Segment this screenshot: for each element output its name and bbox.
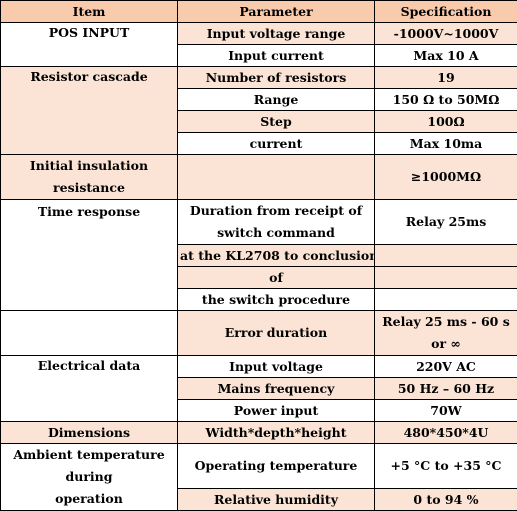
spec-current: Max 10ma <box>375 133 517 155</box>
spec-duration-empty-3 <box>375 289 517 311</box>
spec-input-voltage: 220V AC <box>375 356 517 378</box>
param-duration-line1: Duration from receipt of <box>180 200 372 222</box>
table-row: Ambient temperature during operation Ope… <box>1 444 517 489</box>
table-row: Resistor cascade Number of resistors 19 <box>1 67 517 89</box>
item-initial-insulation-line2: resistance <box>3 177 175 199</box>
param-relative-humidity: Relative humidity <box>178 489 375 511</box>
header-specification: Specification <box>375 1 517 23</box>
item-initial-insulation: Initial insulation resistance <box>1 155 178 200</box>
item-ambient-line1: Ambient temperature <box>3 444 175 466</box>
spec-initial-insulation: ≥1000MΩ <box>375 155 517 200</box>
param-duration-line2: switch command <box>180 222 372 244</box>
item-electrical-data: Electrical data <box>1 356 178 422</box>
spec-range: 150 Ω to 50MΩ <box>375 89 517 111</box>
spec-relative-humidity: 0 to 94 % <box>375 489 517 511</box>
param-mains-frequency: Mains frequency <box>178 378 375 400</box>
table-row: POS INPUT Input voltage range -1000V~100… <box>1 23 517 45</box>
param-number-of-resistors: Number of resistors <box>178 67 375 89</box>
item-dimensions: Dimensions <box>1 422 178 444</box>
item-pos-input: POS INPUT <box>1 23 178 67</box>
table-row: Dimensions Width*depth*height 480*450*4U <box>1 422 517 444</box>
header-parameter: Parameter <box>178 1 375 23</box>
spec-number-of-resistors: 19 <box>375 67 517 89</box>
spec-step: 100Ω <box>375 111 517 133</box>
param-duration-line4: of <box>178 267 375 289</box>
param-duration-line5: the switch procedure <box>178 289 375 311</box>
header-row: Item Parameter Specification <box>1 1 517 23</box>
param-dimensions: Width*depth*height <box>178 422 375 444</box>
param-current: current <box>178 133 375 155</box>
param-input-voltage: Input voltage <box>178 356 375 378</box>
spec-operating-temperature: +5 °C to +35 °C <box>375 444 517 489</box>
param-initial-insulation-empty <box>178 155 375 200</box>
item-ambient-line3: operation <box>3 488 175 510</box>
item-resistor-cascade: Resistor cascade <box>1 67 178 155</box>
param-range: Range <box>178 89 375 111</box>
param-duration-part1: Duration from receipt of switch command <box>178 200 375 245</box>
item-time-response: Time response <box>1 200 178 311</box>
spec-error-duration-line2: or ∞ <box>377 333 515 355</box>
spec-mains-frequency: 50 Hz – 60 Hz <box>375 378 517 400</box>
spec-duration-empty-1 <box>375 245 517 267</box>
item-initial-insulation-line1: Initial insulation <box>3 155 175 177</box>
spec-power-input: 70W <box>375 400 517 422</box>
item-ambient-temperature: Ambient temperature during operation <box>1 444 178 511</box>
param-operating-temperature: Operating temperature <box>178 444 375 489</box>
table-row: Electrical data Input voltage 220V AC <box>1 356 517 378</box>
param-input-voltage-range: Input voltage range <box>178 23 375 45</box>
header-item: Item <box>1 1 178 23</box>
table-row: Time response Duration from receipt of s… <box>1 200 517 245</box>
param-error-duration: Error duration <box>178 311 375 356</box>
spec-duration-empty-2 <box>375 267 517 289</box>
spec-duration: Relay 25ms <box>375 200 517 245</box>
item-error-duration-empty <box>1 311 178 356</box>
param-step: Step <box>178 111 375 133</box>
spec-error-duration-line1: Relay 25 ms - 60 s <box>377 311 515 333</box>
param-duration-line3: at the KL2708 to conclusion <box>178 245 375 267</box>
param-power-input: Power input <box>178 400 375 422</box>
param-input-current: Input current <box>178 45 375 67</box>
spec-dimensions: 480*450*4U <box>375 422 517 444</box>
item-ambient-line2: during <box>3 466 175 488</box>
spec-input-current: Max 10 A <box>375 45 517 67</box>
table-row: Error duration Relay 25 ms - 60 s or ∞ <box>1 311 517 356</box>
spec-error-duration: Relay 25 ms - 60 s or ∞ <box>375 311 517 356</box>
spec-input-voltage-range: -1000V~1000V <box>375 23 517 45</box>
table-row: Initial insulation resistance ≥1000MΩ <box>1 155 517 200</box>
